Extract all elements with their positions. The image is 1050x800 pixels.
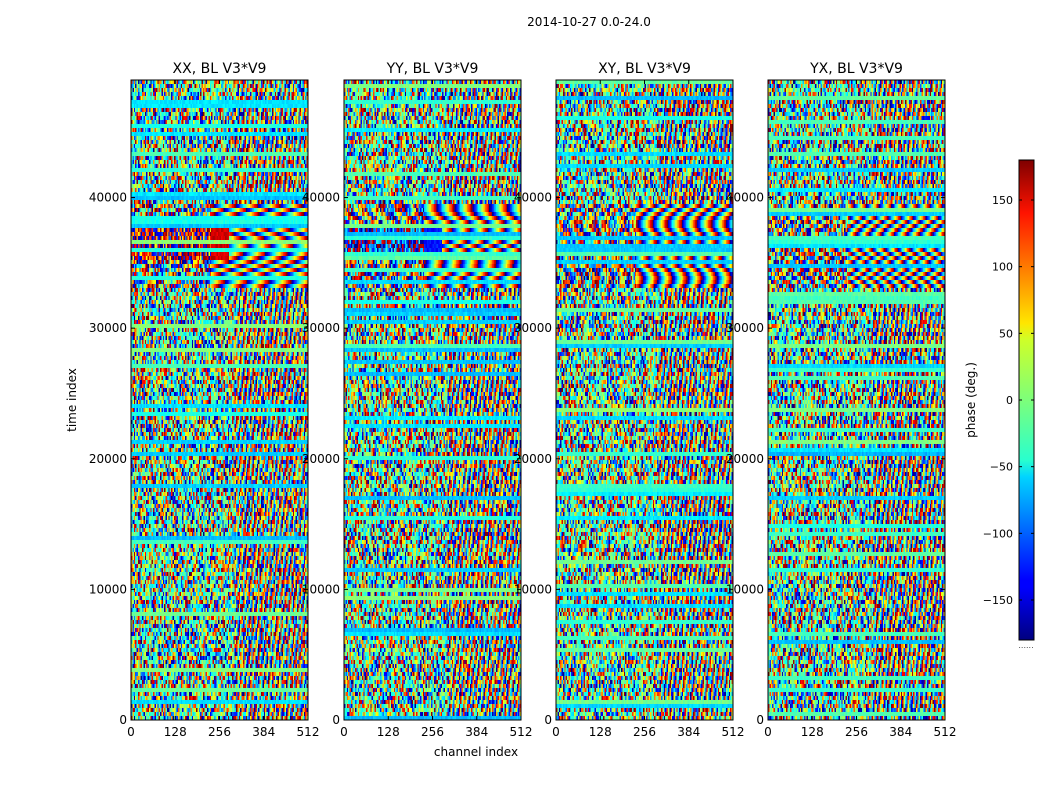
x-tick-label: 512 xyxy=(722,725,745,739)
y-tick-label: 10000 xyxy=(89,582,127,596)
x-tick-label: 512 xyxy=(297,725,320,739)
panel-title: YX, BL V3*V9 xyxy=(809,61,903,77)
y-tick-label: 30000 xyxy=(726,321,764,335)
colorbar-footer: ...... xyxy=(1018,641,1033,650)
y-tick-label: 20000 xyxy=(514,452,552,466)
y-axis-label: time index xyxy=(65,368,79,432)
x-tick-label: 256 xyxy=(845,725,868,739)
x-tick-label: 256 xyxy=(208,725,231,739)
x-tick-label: 0 xyxy=(764,725,772,739)
y-tick-label: 0 xyxy=(119,713,127,727)
panels-group: XX, BL V3*V9 0 128 256 384 512 0 10000 20000 3000… xyxy=(89,61,957,739)
phase-heatmap xyxy=(768,80,945,720)
x-tick-label: 384 xyxy=(465,725,488,739)
y-tick-label: 30000 xyxy=(302,321,340,335)
x-tick-label: 128 xyxy=(589,725,612,739)
panel-xy: XY, BL V3*V9 0 128 256 384 512 0 10000 20000 3000… xyxy=(514,61,745,739)
y-tick-label: 20000 xyxy=(89,452,127,466)
colorbar-tick-label: 100 xyxy=(992,261,1013,274)
x-tick-label: 512 xyxy=(934,725,957,739)
panel-yx: YX, BL V3*V9 0 128 256 384 512 0 10000 20000 3000… xyxy=(726,61,957,739)
phase-heatmap xyxy=(131,80,308,720)
colorbar: phase (deg.) ...... −150 −100 −50 0 50 100 150 xyxy=(964,159,1035,650)
x-tick-label: 128 xyxy=(377,725,400,739)
panel-title: XY, BL V3*V9 xyxy=(598,61,691,77)
x-tick-label: 384 xyxy=(677,725,700,739)
y-tick-label: 30000 xyxy=(89,321,127,335)
y-tick-label: 0 xyxy=(332,713,340,727)
y-tick-label: 10000 xyxy=(726,582,764,596)
x-tick-label: 128 xyxy=(164,725,187,739)
y-tick-label: 30000 xyxy=(514,321,552,335)
colorbar-tick-label: 150 xyxy=(992,194,1013,207)
y-tick-label: 0 xyxy=(544,713,552,727)
colorbar-tick-label: −50 xyxy=(990,461,1013,474)
colorbar-tick-label: 0 xyxy=(1006,394,1013,407)
panel-title: YY, BL V3*V9 xyxy=(386,61,479,77)
colorbar-tick-label: −150 xyxy=(983,594,1013,607)
y-tick-label: 20000 xyxy=(302,452,340,466)
x-tick-label: 128 xyxy=(801,725,824,739)
panel-xx: XX, BL V3*V9 0 128 256 384 512 0 10000 20000 3000… xyxy=(89,61,320,739)
x-tick-label: 384 xyxy=(252,725,275,739)
phase-heatmap xyxy=(344,80,521,720)
x-tick-label: 256 xyxy=(633,725,656,739)
y-tick-label: 40000 xyxy=(514,191,552,205)
x-tick-label: 0 xyxy=(127,725,135,739)
colorbar-label: phase (deg.) xyxy=(964,362,978,438)
x-tick-label: 256 xyxy=(421,725,444,739)
phase-heatmap xyxy=(556,80,733,720)
y-tick-label: 10000 xyxy=(514,582,552,596)
x-tick-label: 384 xyxy=(889,725,912,739)
panel-title: XX, BL V3*V9 xyxy=(173,61,267,77)
x-tick-label: 0 xyxy=(552,725,560,739)
y-tick-label: 20000 xyxy=(726,452,764,466)
figure-suptitle: 2014-10-27 0.0-24.0 xyxy=(527,15,651,29)
y-tick-label: 40000 xyxy=(726,191,764,205)
colorbar-tick-label: −100 xyxy=(983,527,1013,540)
y-tick-label: 40000 xyxy=(89,191,127,205)
panel-yy: YY, BL V3*V9 0 128 256 384 512 0 10000 20000 3000… xyxy=(302,61,533,739)
colorbar-tick-label: 50 xyxy=(999,327,1013,340)
x-tick-label: 0 xyxy=(340,725,348,739)
x-axis-label: channel index xyxy=(434,745,518,759)
x-tick-label: 512 xyxy=(510,725,533,739)
y-tick-label: 0 xyxy=(756,713,764,727)
y-tick-label: 40000 xyxy=(302,191,340,205)
y-tick-label: 10000 xyxy=(302,582,340,596)
